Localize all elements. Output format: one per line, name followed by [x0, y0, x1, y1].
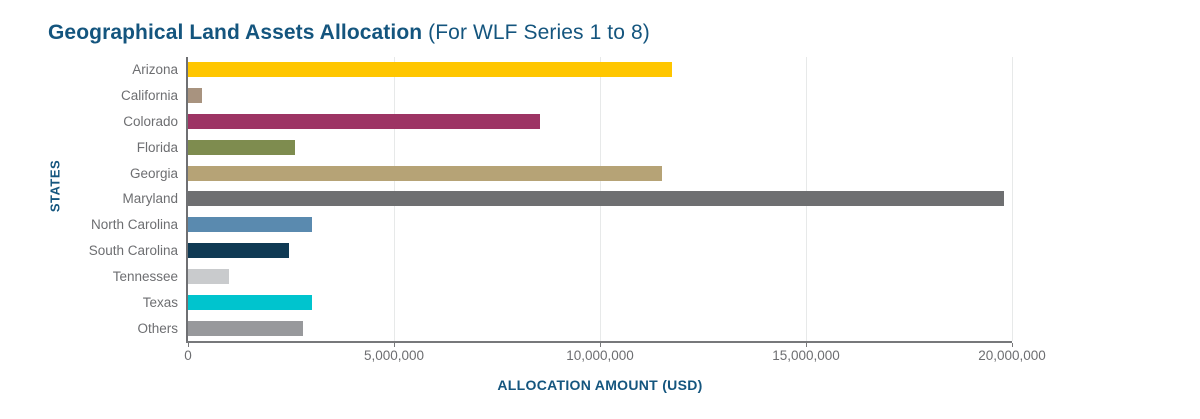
bar-row-georgia: Georgia [130, 160, 1012, 186]
x-tick-mark-15000000 [806, 343, 807, 347]
category-label-texas: Texas [142, 294, 178, 310]
x-tick-label-20000000: 20,000,000 [978, 348, 1046, 363]
bar-row-colorado: Colorado [123, 109, 1012, 135]
chart-title-main: Geographical Land Assets Allocation [48, 21, 423, 44]
bar-rows: Arizona California Colorado Florida Georgia M… [89, 57, 1012, 341]
bar-arizona [188, 62, 673, 78]
bar-row-florida: Florida [137, 134, 1012, 160]
x-tick-mark-10000000 [600, 343, 601, 347]
bar-florida [188, 139, 296, 155]
category-label-others: Others [137, 320, 178, 336]
bar-row-california: California [121, 83, 1012, 109]
category-label-georgia: Georgia [129, 165, 178, 181]
bar-colorado [188, 114, 541, 130]
bar-georgia [188, 165, 662, 181]
plot-area: Arizona California Colorado Florida Georgia M… [89, 57, 1013, 347]
y-axis-line [186, 57, 188, 341]
chart-title-suffix: (For WLF Series 1 to 8) [422, 21, 650, 44]
category-label-tennessee: Tennessee [112, 268, 178, 284]
bar-south-carolina [188, 243, 289, 259]
x-tick-labels: 0 5,000,000 10,000,000 15,000,000 20,000,000 [184, 348, 1046, 366]
bar-california [188, 88, 203, 104]
bar-maryland [188, 191, 1004, 207]
x-tick-mark-0 [188, 343, 189, 347]
x-axis-title: ALLOCATION AMOUNT (USD) [497, 377, 703, 393]
x-tick-mark-5000000 [394, 343, 395, 347]
category-label-arizona: Arizona [132, 62, 178, 78]
bar-row-south-carolina: South Carolina [89, 238, 1012, 264]
x-tick-label-10000000: 10,000,000 [566, 348, 634, 363]
category-label-colorado: Colorado [123, 114, 178, 130]
category-label-maryland: Maryland [122, 191, 178, 207]
x-tick-label-15000000: 15,000,000 [772, 348, 840, 363]
category-label-north-carolina: North Carolina [90, 217, 178, 233]
category-label-south-carolina: South Carolina [88, 243, 178, 259]
category-label-florida: Florida [136, 139, 178, 155]
x-tick-label-5000000: 5,000,000 [363, 348, 425, 363]
chart-title: Geographical Land Assets Allocation (For… [48, 21, 650, 45]
bar-row-others: Others [137, 315, 1012, 341]
category-label-california: California [120, 88, 178, 104]
bar-row-arizona: Arizona [132, 57, 1012, 83]
bar-texas [188, 294, 312, 310]
bar-tennessee [188, 268, 230, 284]
x-tick-mark-20000000 [1012, 343, 1013, 347]
bar-row-texas: Texas [143, 289, 1012, 315]
x-tick-label-0: 0 [184, 348, 192, 363]
bar-row-tennessee: Tennessee [113, 264, 1012, 290]
gridline-20000000 [1012, 57, 1013, 341]
bar-row-maryland: Maryland [122, 186, 1012, 212]
bar-others [188, 320, 304, 336]
bar-north-carolina [188, 217, 312, 233]
bar-row-north-carolina: North Carolina [91, 212, 1012, 238]
y-axis-title: STATES [47, 159, 63, 213]
x-axis-line [186, 341, 1012, 343]
